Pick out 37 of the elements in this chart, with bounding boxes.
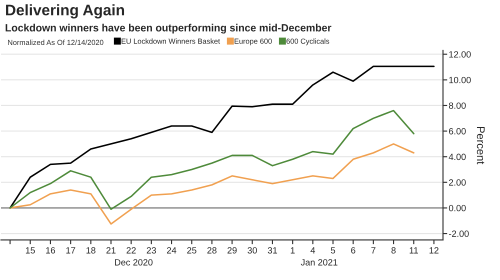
x-tick-label: 8 xyxy=(391,247,396,254)
chart-title: Delivering Again xyxy=(6,4,124,19)
x-tick-label: 31 xyxy=(268,247,278,254)
x-tick-label: 5 xyxy=(330,247,336,254)
x-tick-label: 29 xyxy=(228,247,237,254)
line-series xyxy=(9,143,414,225)
y-tick-label: 6.00 xyxy=(449,128,466,134)
x-tick-label: 6 xyxy=(351,247,356,254)
x-tick-label: 12 xyxy=(430,247,438,254)
y-tick-label: 4.00 xyxy=(448,154,466,160)
x-tick-label: 7 xyxy=(371,247,376,254)
y-tick-label: 10.00 xyxy=(449,76,471,84)
y-axis-title: Percent xyxy=(476,126,485,164)
x-tick-label: 25 xyxy=(187,247,196,254)
text: Jan 2021 xyxy=(300,259,338,266)
x-tick-label: 28 xyxy=(207,247,217,254)
x-tick-label: 22 xyxy=(126,247,136,254)
y-tick-label: 12.00 xyxy=(449,51,471,58)
x-tick-label: 16 xyxy=(46,247,56,254)
x-tick-label: 30 xyxy=(248,247,257,254)
line-series xyxy=(9,110,414,210)
x-tick-label: 23 xyxy=(146,247,156,254)
x-tick-label: 17 xyxy=(66,247,76,254)
x-tick-label: 11 xyxy=(410,247,418,254)
x-tick-label: 4 xyxy=(310,247,316,254)
line-series xyxy=(9,66,435,209)
x-tick-label: 15 xyxy=(26,247,35,254)
x-tick-label: 21 xyxy=(106,247,116,254)
y-tick-label: 0.00 xyxy=(448,204,466,212)
y-tick-label: -2.00 xyxy=(448,230,469,237)
y-tick-label: 2.00 xyxy=(449,179,466,186)
y-tick-label: 8.00 xyxy=(448,102,466,109)
text: Dec 2020 xyxy=(115,259,153,266)
chart-subtitle: Lockdown winners have been outperforming since mid-December xyxy=(6,24,332,34)
x-tick-label: 1 xyxy=(290,247,295,254)
x-tick-label: 18 xyxy=(86,247,96,254)
x-tick-label: 24 xyxy=(166,247,176,254)
